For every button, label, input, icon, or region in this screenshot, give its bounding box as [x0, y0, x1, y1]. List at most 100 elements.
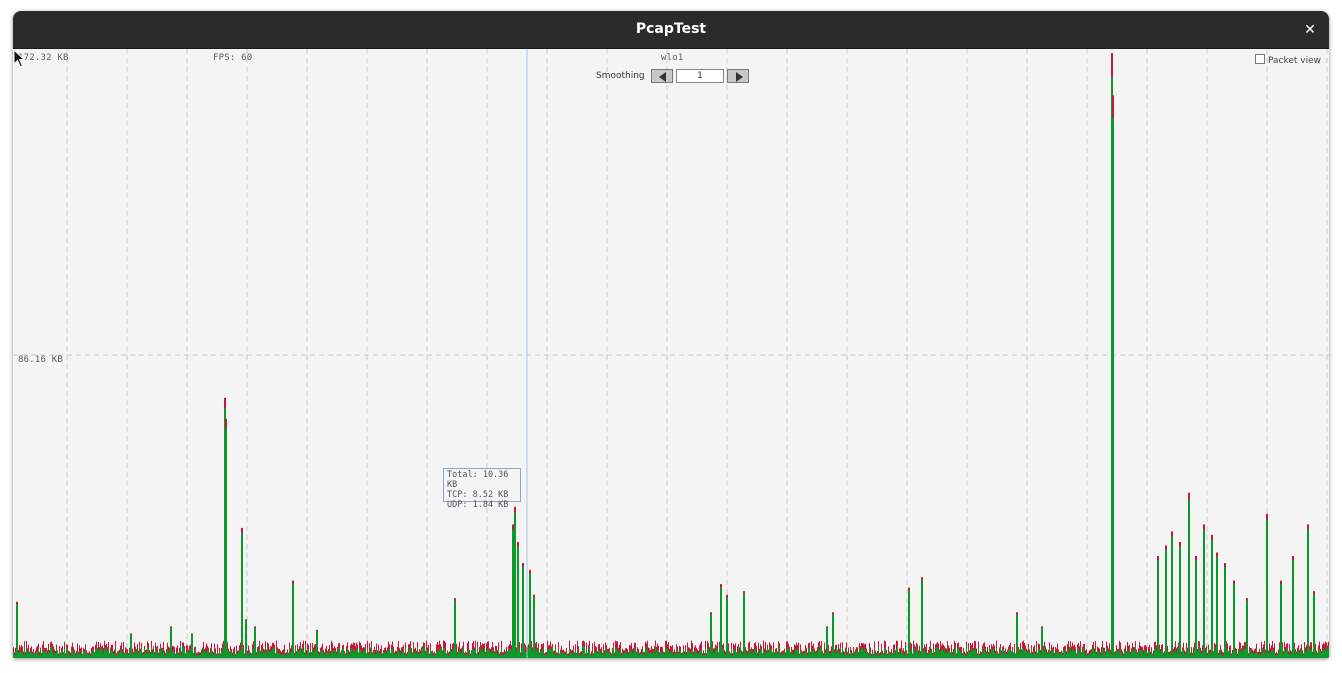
- packet-view-checkbox[interactable]: [1254, 54, 1265, 64]
- udp-bar: [677, 646, 678, 658]
- y-max-label: 172.32 KB: [18, 53, 69, 63]
- tcp-bar: [272, 647, 273, 658]
- tcp-bar: [699, 651, 700, 658]
- tcp-bar: [305, 645, 306, 658]
- tcp-bar: [82, 655, 83, 658]
- tcp-bar: [398, 650, 399, 658]
- udp-bar: [910, 642, 911, 658]
- tcp-bar: [1009, 648, 1010, 658]
- tcp-bar: [1309, 649, 1310, 658]
- smoothing-increase-button[interactable]: [727, 69, 749, 83]
- tcp-bar: [608, 651, 609, 658]
- tcp-bar: [298, 652, 299, 658]
- tcp-bar: [1170, 653, 1171, 658]
- tcp-bar: [1249, 649, 1250, 658]
- tcp-bar: [207, 650, 208, 658]
- tcp-bar: [888, 651, 889, 658]
- tcp-bar: [902, 652, 903, 658]
- tcp-bar: [984, 648, 985, 658]
- tcp-bar: [1140, 650, 1141, 658]
- tcp-bar: [97, 650, 98, 658]
- udp-bar: [595, 646, 596, 658]
- tcp-bar: [1184, 653, 1185, 658]
- tcp-bar: [1213, 653, 1214, 658]
- udp-bar: [852, 652, 853, 658]
- tcp-bar: [803, 653, 804, 658]
- tcp-bar: [282, 653, 283, 658]
- tcp-bar: [1076, 655, 1077, 658]
- tcp-bar: [610, 654, 611, 658]
- tcp-bar: [1222, 655, 1223, 658]
- tcp-bar: [138, 653, 139, 658]
- tcp-bar: [953, 653, 954, 658]
- title-bar[interactable]: PcapTest ✕: [13, 11, 1329, 49]
- tcp-spike: [921, 580, 923, 658]
- tcp-bar: [611, 655, 612, 658]
- tcp-bar: [406, 655, 407, 658]
- udp-bar: [473, 640, 474, 658]
- tcp-bar: [312, 647, 313, 658]
- tcp-bar: [263, 653, 264, 658]
- tcp-bar: [800, 650, 801, 658]
- tcp-bar: [105, 650, 106, 658]
- packet-view-toggle[interactable]: Packet view: [1254, 54, 1321, 66]
- tcp-bar: [375, 654, 376, 658]
- tcp-bar: [73, 652, 74, 658]
- udp-bar: [971, 644, 972, 658]
- tcp-spike: [1195, 560, 1197, 658]
- tcp-bar: [808, 648, 809, 658]
- tcp-spike: [1016, 614, 1018, 658]
- tcp-bar: [338, 647, 339, 658]
- tcp-bar: [1056, 652, 1057, 658]
- tcp-bar: [506, 651, 507, 658]
- tcp-bar: [1088, 653, 1089, 658]
- tcp-bar: [304, 654, 305, 658]
- tcp-bar: [763, 648, 764, 658]
- tcp-bar: [371, 646, 372, 658]
- tcp-bar: [663, 653, 664, 658]
- tcp-bar: [1139, 650, 1140, 658]
- close-icon[interactable]: ✕: [1304, 22, 1316, 38]
- tcp-bar: [1099, 652, 1100, 658]
- tcp-bar: [553, 653, 554, 658]
- tcp-bar: [1124, 651, 1125, 658]
- udp-bar: [70, 652, 71, 658]
- tcp-bar: [561, 652, 562, 658]
- tcp-bar: [724, 654, 725, 658]
- tcp-bar: [773, 649, 774, 658]
- tcp-bar: [476, 654, 477, 658]
- tcp-bar: [992, 649, 993, 658]
- tcp-bar: [434, 654, 435, 658]
- udp-bar: [1076, 653, 1077, 658]
- tcp-bar: [802, 654, 803, 658]
- udp-bar: [73, 647, 74, 658]
- udp-bar: [756, 645, 757, 658]
- smoothing-decrease-button[interactable]: [651, 69, 673, 83]
- tcp-bar: [705, 648, 706, 658]
- tcp-spike: [832, 614, 834, 658]
- tcp-bar: [797, 649, 798, 658]
- tcp-bar: [655, 645, 656, 658]
- tcp-bar: [914, 650, 915, 658]
- tcp-bar: [676, 647, 677, 658]
- tcp-bar: [346, 651, 347, 658]
- tcp-bar: [511, 651, 512, 658]
- tcp-bar: [206, 650, 207, 658]
- tcp-bar: [126, 652, 127, 658]
- tcp-bar: [1125, 651, 1126, 658]
- tcp-bar: [315, 651, 316, 658]
- tcp-bar: [163, 649, 164, 658]
- tcp-bar: [804, 652, 805, 658]
- tcp-bar: [592, 651, 593, 658]
- udp-bar: [368, 652, 369, 658]
- tcp-bar: [1008, 650, 1009, 658]
- tcp-bar: [148, 648, 149, 658]
- traffic-plot[interactable]: 172.32 KB FPS: 60 wlo1 86.16 KB Smoothin…: [13, 49, 1329, 658]
- tcp-bar: [442, 653, 443, 658]
- udp-bar: [468, 641, 469, 658]
- smoothing-input[interactable]: 1: [676, 69, 724, 83]
- tcp-bar: [853, 649, 854, 658]
- tcp-bar: [585, 655, 586, 658]
- tcp-bar: [389, 649, 390, 658]
- tcp-bar: [1074, 650, 1075, 658]
